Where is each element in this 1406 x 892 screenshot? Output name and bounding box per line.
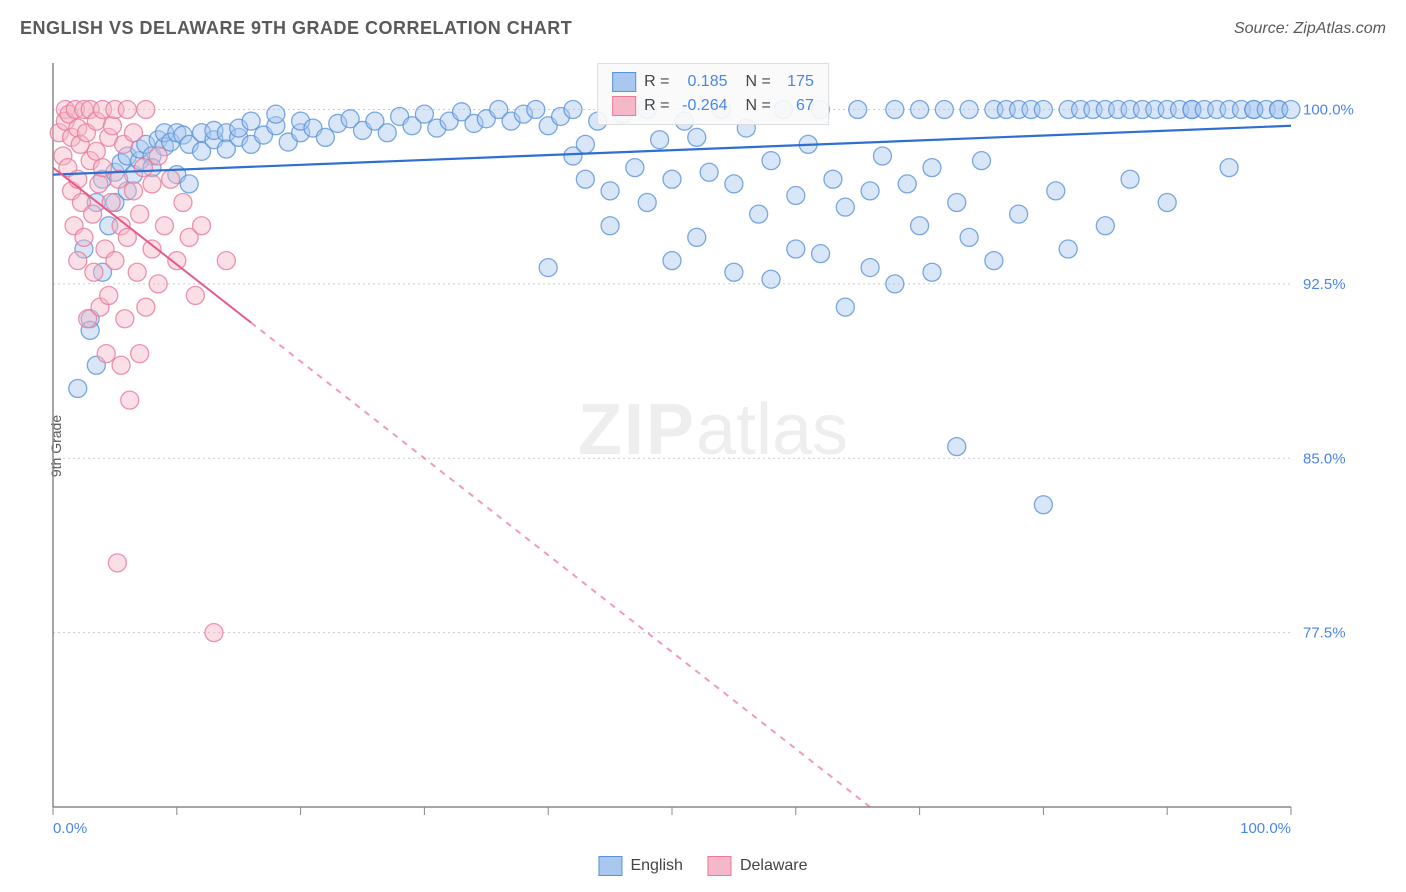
r-label: R = [644,70,669,94]
stats-legend: R = 0.185 N = 175 R = -0.264 N = 67 [597,63,829,125]
n-label: N = [746,70,771,94]
r-label: R = [644,94,669,118]
scatter-plot: 77.5% 85.0% 92.5% 100.0% 0.0% 100.0% [45,55,1381,837]
svg-text:0.0%: 0.0% [53,820,87,837]
svg-text:92.5%: 92.5% [1303,276,1346,293]
legend-swatch [708,856,732,876]
legend-swatch [612,96,636,116]
n-value: 67 [779,94,814,118]
stats-legend-row: R = -0.264 N = 67 [612,94,814,118]
legend-label: English [630,857,682,875]
stats-legend-row: R = 0.185 N = 175 [612,70,814,94]
chart-header: ENGLISH VS DELAWARE 9TH GRADE CORRELATIO… [20,18,1386,39]
svg-text:100.0%: 100.0% [1303,102,1354,119]
svg-text:77.5%: 77.5% [1303,625,1346,642]
legend-label: Delaware [740,857,808,875]
chart-container: 9th Grade 77.5%85.0%92.5%100.0%0.0%100.0… [45,55,1381,837]
chart-source: Source: ZipAtlas.com [1234,20,1386,38]
legend-swatch [598,856,622,876]
r-value: -0.264 [678,94,728,118]
r-value: 0.185 [678,70,728,94]
n-label: N = [746,94,771,118]
legend-item: English [598,856,682,876]
chart-title: ENGLISH VS DELAWARE 9TH GRADE CORRELATIO… [20,18,572,39]
svg-text:85.0%: 85.0% [1303,450,1346,467]
series-legend: English Delaware [598,856,807,876]
n-value: 175 [779,70,814,94]
svg-text:100.0%: 100.0% [1240,820,1291,837]
legend-item: Delaware [708,856,808,876]
legend-swatch [612,72,636,92]
